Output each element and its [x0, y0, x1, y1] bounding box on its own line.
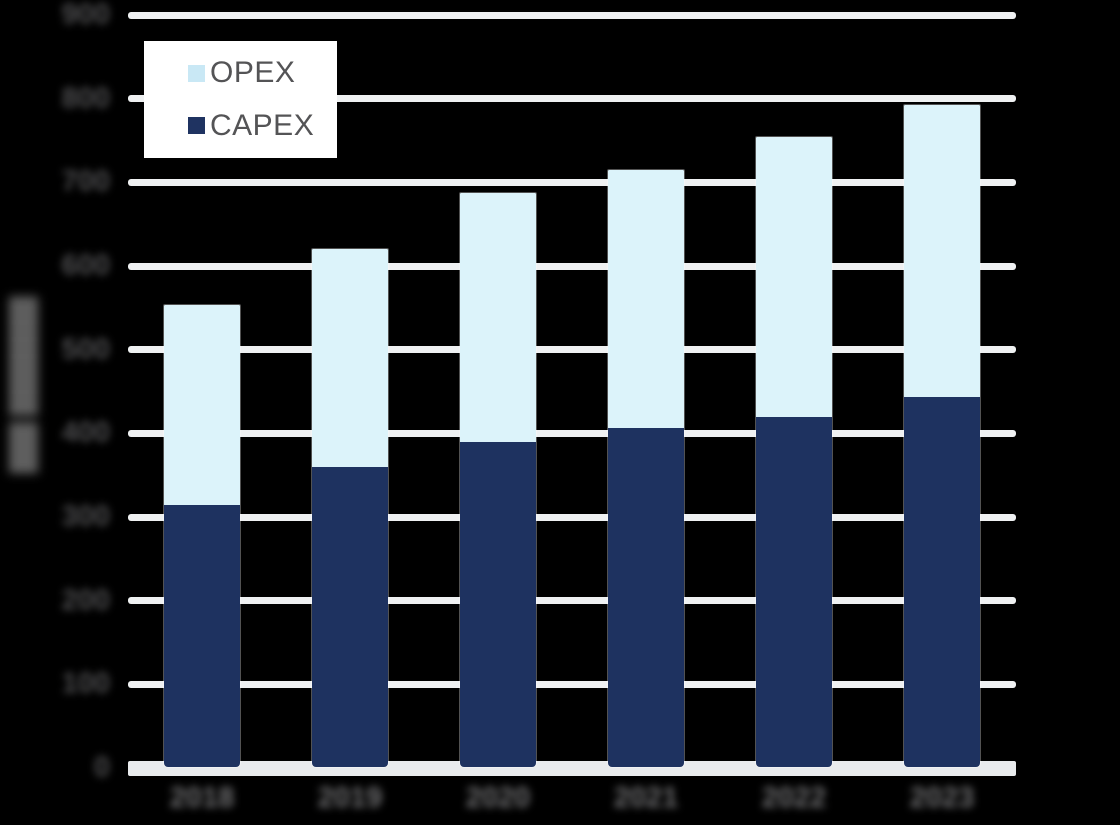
bar-2019-opex-segment: [312, 249, 388, 467]
x-axis-baseline: [128, 761, 1016, 776]
legend-label-capex: CAPEX: [210, 108, 315, 142]
y-tick-label: 0: [93, 751, 110, 784]
gridline: [128, 680, 1016, 688]
bar-2018-capex-segment: [164, 504, 240, 767]
gridline: [128, 11, 1016, 19]
bar-2022-capex-segment: [756, 416, 832, 767]
bar-2020-opex-segment: [460, 192, 536, 442]
bar-2018: [163, 303, 241, 768]
gridline: [128, 429, 1016, 437]
y-tick-label: 200: [61, 584, 110, 617]
y-axis-title: ███ ███████: [10, 296, 37, 474]
bar-2021-capex-segment: [608, 427, 684, 767]
gridline: [128, 513, 1016, 521]
bar-2019: [311, 248, 389, 768]
bar-2023: [903, 103, 981, 768]
legend-label-opex: OPEX: [210, 56, 296, 90]
y-tick-label: 800: [61, 82, 110, 115]
bar-2022: [755, 136, 833, 768]
legend-item-opex: OPEX: [188, 58, 337, 88]
gridline: [128, 262, 1016, 270]
legend-item-capex: CAPEX: [188, 108, 337, 142]
opex-swatch-icon: [188, 64, 205, 82]
bar-2022-opex-segment: [756, 137, 832, 417]
y-tick-label: 100: [61, 667, 110, 700]
y-tick-label: 600: [61, 249, 110, 282]
bar-2019-capex-segment: [312, 466, 388, 767]
y-tick-label: 500: [61, 333, 110, 366]
bar-2020: [459, 191, 537, 768]
bar-2018-opex-segment: [164, 304, 240, 505]
x-tick-label: 2022: [761, 782, 827, 814]
bar-2023-capex-segment: [904, 396, 980, 767]
bar-2020-capex-segment: [460, 441, 536, 767]
x-tick-label: 2018: [169, 782, 235, 814]
capex-swatch-icon: [188, 117, 205, 135]
gridline: [128, 346, 1016, 354]
x-tick-label: 2021: [613, 782, 679, 814]
legend: OPEX CAPEX: [144, 41, 337, 158]
gridline: [128, 178, 1016, 186]
x-tick-label: 2023: [909, 782, 975, 814]
y-tick-label: 700: [61, 165, 110, 198]
y-tick-label: 300: [61, 500, 110, 533]
y-tick-label: 900: [61, 0, 110, 31]
bar-2023-opex-segment: [904, 104, 980, 397]
bar-2021: [607, 168, 685, 768]
x-tick-label: 2020: [465, 782, 531, 814]
y-tick-label: 400: [61, 416, 110, 449]
gridline: [128, 95, 1016, 103]
bar-2021-opex-segment: [608, 169, 684, 428]
x-tick-label: 2019: [317, 782, 383, 814]
gridline: [128, 597, 1016, 605]
